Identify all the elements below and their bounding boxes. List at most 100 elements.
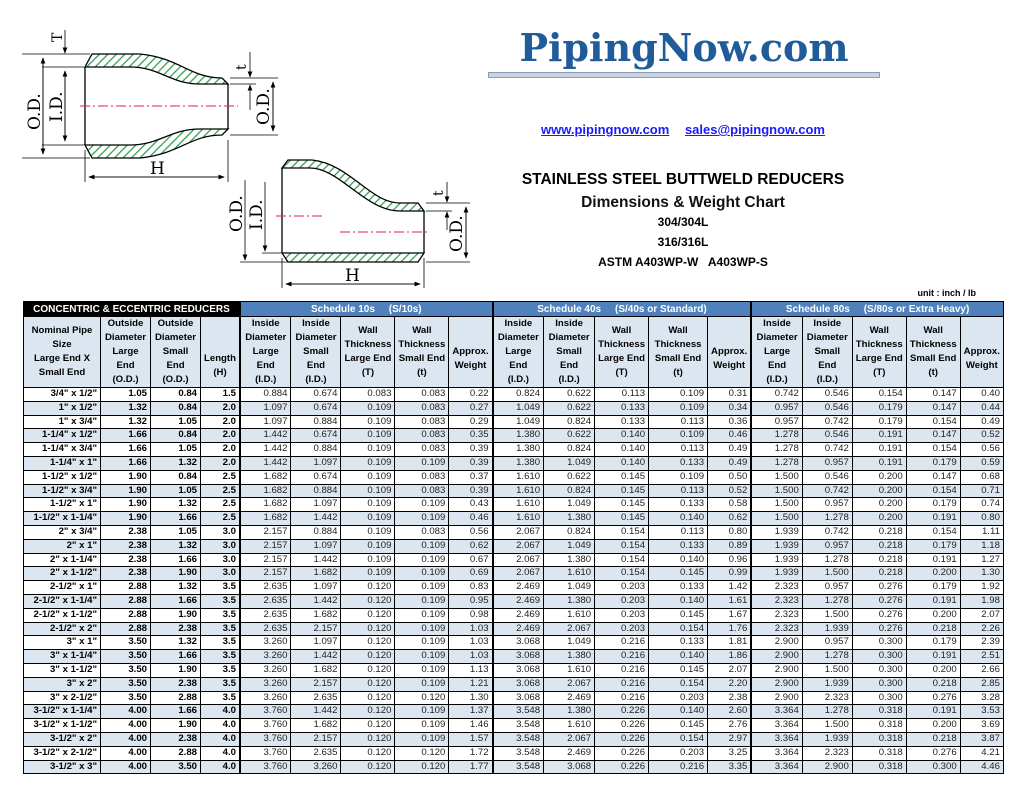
table-cell: 0.109 <box>394 731 450 747</box>
table-cell: 0.216 <box>594 676 650 692</box>
table-cell: 2.97 <box>707 731 752 747</box>
table-cell: 2" x 3/4" <box>23 524 101 540</box>
table-row: 2" x 1-1/2" 2.38 1.90 3.0 2.157 1.682 0.109 0.1… <box>23 566 1004 582</box>
table-cell: 0.113 <box>594 387 650 402</box>
table-cell: 0.145 <box>594 497 650 513</box>
table-cell: 1.32 <box>150 580 201 595</box>
table-cell: 1.32 <box>150 497 201 513</box>
table-cell: 1.610 <box>543 718 596 733</box>
table-cell: 2.067 <box>491 524 545 540</box>
table-cell: 2.900 <box>750 676 803 692</box>
table-cell: 3.50 <box>100 662 151 678</box>
table-cell: 1.442 <box>238 428 292 444</box>
table-cell: 0.120 <box>340 718 396 733</box>
table-cell: 0.74 <box>959 497 1004 513</box>
table-cell: 0.083 <box>340 387 396 402</box>
table-cell: 1.682 <box>238 483 292 499</box>
table-cell: 1.442 <box>290 704 342 720</box>
table-cell: 0.49 <box>707 442 752 457</box>
reducer-dimension-table: CONCENTRIC & ECCENTRIC REDUCERS Schedule… <box>22 301 1004 775</box>
table-cell: 1.682 <box>290 566 342 582</box>
table-cell: 3.50 <box>100 649 151 664</box>
table-cell: 1-1/4" x 1" <box>23 455 101 471</box>
table-cell: 1.500 <box>750 511 803 526</box>
table-cell: 3.548 <box>491 759 545 775</box>
table-cell: 3.364 <box>750 704 803 720</box>
table-cell: 1.610 <box>543 662 596 678</box>
table-row: 2-1/2" x 1-1/2" 2.88 1.90 3.5 2.635 1.682 0.12… <box>23 607 1004 623</box>
table-cell: 0.203 <box>594 580 650 595</box>
table-cell: 1.500 <box>801 718 853 733</box>
table-cell: 1.03 <box>448 621 494 637</box>
column-header: Wall Thickness Small End (t) <box>905 316 961 388</box>
table-cell: 0.083 <box>394 387 450 402</box>
table-cell: 0.154 <box>905 483 961 499</box>
table-cell: 2.635 <box>238 621 292 637</box>
table-row: 1-1/2" x 1-1/4" 1.90 1.66 2.5 1.682 1.442 0.10… <box>23 511 1004 526</box>
table-cell: 0.218 <box>851 552 907 568</box>
table-cell: 0.31 <box>707 387 752 402</box>
table-cell: 0.318 <box>851 731 907 747</box>
table-cell: 0.113 <box>648 524 709 540</box>
table-cell: 0.300 <box>905 759 961 775</box>
table-cell: 0.200 <box>905 662 961 678</box>
table-cell: 2.66 <box>959 662 1004 678</box>
label-od-large: O.D. <box>25 93 45 130</box>
table-row: 2-1/2" x 1" 2.88 1.32 3.5 2.635 1.097 0.120 0.1… <box>23 580 1004 595</box>
table-row: 2" x 3/4" 2.38 1.05 3.0 2.157 0.884 0.109 0.083… <box>23 524 1004 540</box>
table-cell: 2" x 1" <box>23 538 101 554</box>
table-row: 1" x 3/4" 1.32 1.05 2.0 1.097 0.884 0.109 0.083… <box>23 414 1004 430</box>
table-cell: 3.5 <box>199 580 241 595</box>
table-cell: 0.226 <box>594 704 650 720</box>
table-cell: 0.59 <box>959 455 1004 471</box>
table-cell: 1" x 3/4" <box>23 414 101 430</box>
table-cell: 0.109 <box>394 455 450 471</box>
table-cell: 0.200 <box>905 566 961 582</box>
table-cell: 1.682 <box>238 511 292 526</box>
table-cell: 0.742 <box>750 387 803 402</box>
table-cell: 1.11 <box>959 524 1004 540</box>
table-cell: 1.66 <box>100 442 151 457</box>
table-cell: 0.145 <box>648 566 709 582</box>
table-cell: 0.957 <box>801 497 853 513</box>
table-cell: 3.068 <box>543 759 596 775</box>
table-cell: 0.69 <box>448 566 494 582</box>
table-cell: 3.760 <box>238 759 292 775</box>
table-cell: 3.068 <box>491 635 545 651</box>
table-cell: 1.442 <box>290 552 342 568</box>
table-cell: 0.154 <box>648 731 709 747</box>
table-cell: 0.276 <box>851 593 907 609</box>
table-cell: 1.76 <box>707 621 752 637</box>
email-link[interactable]: sales@pipingnow.com <box>684 122 825 137</box>
table-cell: 1.049 <box>543 580 596 595</box>
table-cell: 0.216 <box>594 649 650 664</box>
label-id-large: I.D. <box>47 91 67 122</box>
table-row: 2" x 1-1/4" 2.38 1.66 3.0 2.157 1.442 0.109 0.1… <box>23 552 1004 568</box>
label-wall-large: T <box>50 32 66 42</box>
table-cell: 1.500 <box>750 469 803 485</box>
table-cell: 1.46 <box>448 718 494 733</box>
table-cell: 0.109 <box>394 635 450 651</box>
table-cell: 3.364 <box>750 718 803 733</box>
table-cell: 0.203 <box>594 621 650 637</box>
table-cell: 2.07 <box>959 607 1004 623</box>
table-cell: 0.109 <box>340 497 396 513</box>
standards: ASTM A403WP-W A403WP-S <box>598 255 768 269</box>
table-cell: 0.154 <box>851 387 907 402</box>
table-cell: 0.50 <box>707 469 752 485</box>
table-row: 1-1/4" x 1/2" 1.66 0.84 2.0 1.442 0.674 0.109 0… <box>23 428 1004 444</box>
table-cell: 0.133 <box>648 635 709 651</box>
table-cell: 0.191 <box>905 649 961 664</box>
table-cell: 2.26 <box>959 621 1004 637</box>
table-cell: 0.44 <box>959 400 1004 416</box>
table-cell: 1.05 <box>150 483 201 499</box>
table-cell: 2.323 <box>750 580 803 595</box>
table-cell: 0.276 <box>851 607 907 623</box>
website-link[interactable]: www.pipingnow.com <box>541 122 670 137</box>
table-cell: 0.133 <box>594 400 650 416</box>
table-cell: 3.0 <box>199 552 241 568</box>
table-cell: 0.154 <box>594 538 650 554</box>
table-cell: 3.364 <box>750 731 803 747</box>
table-cell: 2.469 <box>543 745 596 761</box>
table-cell: 0.46 <box>707 428 752 444</box>
